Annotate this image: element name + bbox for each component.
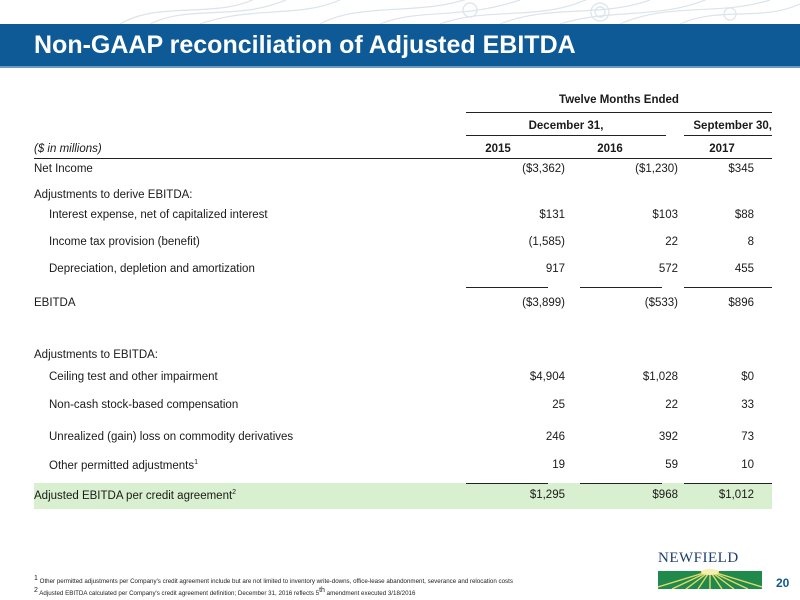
title-bar: Non-GAAP reconciliation of Adjusted EBIT… [0, 24, 800, 66]
total-rule [580, 483, 662, 484]
cell-2015: (1,585) [528, 236, 565, 248]
row-label: Net Income [34, 163, 93, 175]
row-label-text: Adjusted EBITDA per credit agreement [34, 489, 233, 502]
table-row: Interest expense, net of capitalized int… [34, 206, 772, 228]
table-row: Adjustments to EBITDA: [34, 346, 772, 368]
period-december-rule [466, 135, 666, 136]
year-header-2015: 2015 [485, 143, 511, 155]
cell-2015: ($3,899) [522, 297, 565, 309]
title-divider [0, 66, 800, 68]
cell-2015: 246 [545, 431, 565, 443]
page-number: 20 [776, 576, 790, 590]
table-row: Adjustments to derive EBITDA: [34, 186, 772, 208]
row-label: Ceiling test and other impairment [49, 371, 218, 383]
cell-2016: 572 [658, 263, 678, 275]
cell-2017: 10 [741, 459, 754, 471]
cell-2016: ($1,230) [635, 163, 678, 175]
footnote-2: 2 Adjusted EBITDA calculated per Company… [34, 586, 513, 598]
cell-2017: $1,012 [718, 489, 754, 501]
group-header: Twelve Months Ended [559, 94, 679, 106]
footnote-superscript: th [319, 587, 325, 595]
subtotal-rule [684, 287, 772, 288]
cell-2017: 455 [734, 263, 754, 275]
footnote-text-end: amendment executed 3/18/2016 [324, 590, 416, 598]
company-logo: NEWFIELD [657, 550, 763, 590]
table-row: Ceiling test and other impairment $4,904… [34, 368, 772, 390]
units-label: ($ in millions) [34, 143, 102, 155]
period-september-header: September 30, [693, 120, 772, 132]
cell-2016: ($533) [644, 297, 678, 309]
table-row: Depreciation, depletion and amortization… [34, 260, 772, 282]
row-label-text: Other permitted adjustments [49, 459, 195, 472]
cell-2015: $1,295 [529, 489, 565, 501]
cell-2015: 19 [552, 459, 565, 471]
table-row: Income tax provision (benefit) (1,585) 2… [34, 233, 772, 255]
table-row: Other permitted adjustments1 19 59 10 [34, 456, 772, 478]
footnote-number: 2 [34, 587, 38, 595]
contour-pattern-graphic [119, 0, 800, 24]
footnote-ref: 1 [194, 459, 198, 466]
cell-2016: $968 [652, 489, 678, 501]
cell-2016: 22 [665, 236, 678, 248]
header-rule [34, 158, 772, 159]
row-label: Depreciation, depletion and amortization [49, 263, 255, 275]
row-label: Other permitted adjustments1 [49, 459, 198, 472]
subtotal-rule [580, 287, 662, 288]
cell-2017: 8 [747, 236, 754, 248]
cell-2016: 59 [665, 459, 678, 471]
table-row: Unrealized (gain) loss on commodity deri… [34, 428, 772, 450]
cell-2016: $1,028 [642, 371, 678, 383]
cell-2017: $345 [728, 163, 754, 175]
year-header-2017: 2017 [709, 143, 735, 155]
cell-2015: $4,904 [529, 371, 565, 383]
cell-2015: 917 [545, 263, 565, 275]
table-row-total: Adjusted EBITDA per credit agreement2 $1… [34, 486, 772, 508]
row-label: Interest expense, net of capitalized int… [49, 209, 268, 221]
logo-wordmark: NEWFIELD [658, 550, 739, 566]
total-rule [684, 483, 772, 484]
footnote-1: 1 Other permitted adjustments per Compan… [34, 574, 513, 586]
footnotes: 1 Other permitted adjustments per Compan… [34, 574, 513, 598]
header-pattern [0, 0, 800, 24]
sunburst-icon [657, 569, 763, 590]
cell-2015: 25 [552, 399, 565, 411]
subtotal-rule [466, 287, 548, 288]
group-header-rule [466, 112, 772, 113]
page-title: Non-GAAP reconciliation of Adjusted EBIT… [34, 31, 576, 59]
cell-2016: $103 [652, 209, 678, 221]
cell-2017: $88 [734, 209, 754, 221]
row-label: Adjustments to EBITDA: [34, 349, 158, 361]
footnote-text: Other permitted adjustments per Company'… [39, 578, 513, 586]
table-row: Non-cash stock-based compensation 25 22 … [34, 396, 772, 418]
cell-2017: 73 [741, 431, 754, 443]
row-label: Unrealized (gain) loss on commodity deri… [49, 431, 294, 443]
adjusted-ebitda-highlight [34, 483, 772, 509]
cell-2015: ($3,362) [522, 163, 565, 175]
cell-2017: $0 [741, 371, 754, 383]
table-row: Net Income ($3,362) ($1,230) $345 [34, 160, 772, 182]
cell-2016: 392 [658, 431, 678, 443]
row-label: Non-cash stock-based compensation [49, 399, 239, 411]
period-december-header: December 31, [528, 120, 604, 132]
footnote-text: Adjusted EBITDA calculated per Company's… [39, 590, 320, 598]
row-label: EBITDA [34, 297, 76, 309]
footnote-ref: 2 [232, 489, 237, 496]
cell-2017: $896 [728, 297, 754, 309]
table-row: EBITDA ($3,899) ($533) $896 [34, 294, 772, 316]
cell-2017: 33 [741, 399, 754, 411]
row-label: Income tax provision (benefit) [49, 236, 200, 248]
row-label: Adjustments to derive EBITDA: [34, 189, 193, 201]
year-header-2016: 2016 [597, 143, 623, 155]
total-rule [466, 483, 548, 484]
row-label: Adjusted EBITDA per credit agreement2 [34, 489, 236, 502]
period-september-rule [684, 135, 772, 136]
footnote-number: 1 [34, 575, 38, 582]
cell-2015: $131 [539, 209, 565, 221]
cell-2016: 22 [665, 399, 678, 411]
